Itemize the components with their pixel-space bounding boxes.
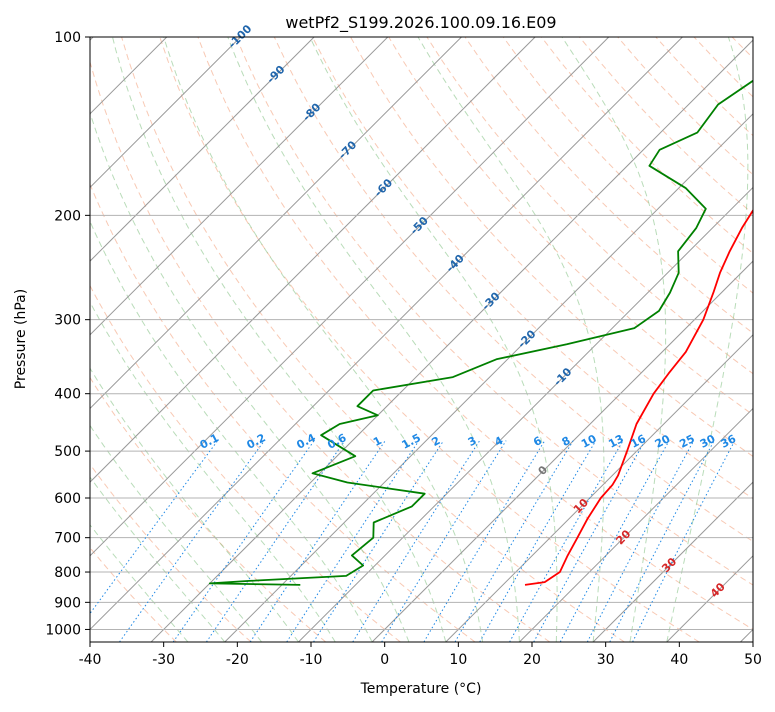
x-tick-label: -30 (152, 652, 175, 668)
y-tick-label: 900 (54, 595, 81, 611)
y-tick-label: 200 (54, 208, 81, 224)
x-tick-label: 30 (597, 652, 615, 668)
x-tick-label: 40 (670, 652, 688, 668)
y-tick-label: 400 (54, 387, 81, 403)
x-tick-label: -40 (79, 652, 102, 668)
x-tick-label: -20 (226, 652, 249, 668)
x-axis-label: Temperature (°C) (360, 681, 482, 697)
x-tick-label: 0 (380, 652, 389, 668)
x-tick-label: 10 (449, 652, 467, 668)
y-tick-label: 800 (54, 565, 81, 581)
y-axis-label: Pressure (hPa) (13, 289, 29, 389)
y-tick-label: 700 (54, 531, 81, 547)
x-tick-label: 20 (523, 652, 541, 668)
y-tick-label: 100 (54, 30, 81, 46)
y-tick-label: 1000 (45, 622, 81, 638)
x-tick-label: -10 (300, 652, 323, 668)
chart-title: wetPf2_S199.2026.100.09.16.E09 (285, 13, 556, 33)
x-tick-label: 50 (744, 652, 762, 668)
y-tick-label: 600 (54, 491, 81, 507)
y-tick-label: 500 (54, 444, 81, 460)
y-tick-label: 300 (54, 313, 81, 329)
